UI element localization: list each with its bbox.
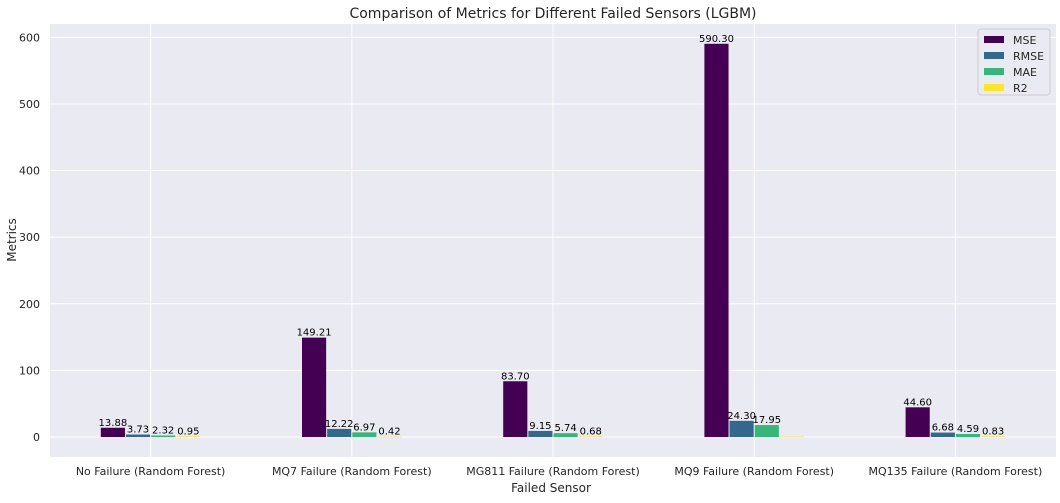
- bar-mse: [302, 337, 327, 438]
- x-axis-label: Failed Sensor: [511, 481, 591, 495]
- bar-value-label: 0.83: [982, 426, 1004, 437]
- bar-value-label: 24.30: [727, 411, 756, 422]
- bar-value-label: 44.60: [903, 397, 932, 408]
- bar-rmse: [327, 428, 352, 438]
- bar-mse: [704, 43, 729, 438]
- bar-mae: [754, 425, 779, 438]
- x-tick-label: MG811 Failure (Random Forest): [466, 465, 640, 478]
- x-tick-label: No Failure (Random Forest): [76, 465, 226, 478]
- bar-mae: [553, 433, 578, 438]
- y-tick-label: 600: [19, 31, 40, 44]
- y-axis-label: Metrics: [5, 218, 19, 262]
- bar-value-label: 5.74: [554, 423, 576, 434]
- bar-mae: [151, 435, 176, 438]
- bar-value-label: 149.21: [297, 328, 332, 339]
- bar-r2: [981, 436, 1006, 438]
- y-tick-label: 400: [19, 165, 40, 178]
- y-tick-label: 200: [19, 298, 40, 311]
- bars: [100, 43, 1006, 438]
- bar-value-label: 0.95: [177, 426, 199, 437]
- legend-swatch-rmse: [984, 52, 1004, 59]
- bar-value-label: 0.42: [378, 427, 400, 438]
- bar-r2: [176, 436, 201, 438]
- x-axis-ticks: No Failure (Random Forest) MQ7 Failure (R…: [76, 465, 1042, 478]
- legend-label-mse: MSE: [1013, 34, 1036, 47]
- bar-mse: [905, 407, 930, 438]
- bar-value-label: 590.30: [699, 34, 734, 45]
- bar-value-label: 3.73: [127, 425, 149, 436]
- bar-value-label: 6.68: [932, 423, 954, 434]
- legend-swatch-r2: [984, 84, 1004, 91]
- grid-lines: [50, 24, 1056, 457]
- legend-label-rmse: RMSE: [1013, 50, 1044, 63]
- bar-r2: [779, 436, 804, 438]
- bar-rmse: [528, 430, 553, 438]
- legend-label-mae: MAE: [1013, 66, 1037, 79]
- bar-value-label: 12.22: [325, 419, 354, 430]
- legend-label-r2: R2: [1013, 82, 1028, 95]
- x-tick-label: MQ7 Failure (Random Forest): [272, 465, 432, 478]
- y-axis-ticks: 0 100 200 300 400 500 600: [19, 31, 40, 444]
- bar-r2: [377, 436, 402, 438]
- y-tick-label: 500: [19, 98, 40, 111]
- bar-value-label: 0.68: [580, 427, 602, 438]
- bar-mae: [955, 433, 981, 438]
- data-labels: 13.88 149.21 83.70 590.30 44.60 3.73 12.22 9.15…: [99, 34, 1005, 438]
- legend: MSE RMSE MAE R2: [977, 28, 1051, 96]
- bar-rmse: [729, 420, 754, 438]
- legend-swatch-mse: [984, 36, 1004, 43]
- bar-value-label: 4.59: [957, 424, 979, 435]
- bar-value-label: 13.88: [99, 418, 128, 429]
- bar-value-label: 83.70: [501, 371, 530, 382]
- bar-mse: [100, 427, 125, 438]
- chart-title: Comparison of Metrics for Different Fail…: [349, 6, 756, 22]
- legend-swatch-mae: [984, 68, 1004, 75]
- bar-value-label: 2.32: [152, 425, 174, 436]
- legend-box: [977, 28, 1051, 96]
- bar-value-label: 17.95: [752, 415, 781, 426]
- bar-value-label: 6.97: [353, 422, 375, 433]
- y-tick-label: 100: [19, 364, 40, 377]
- bar-value-label: 9.15: [529, 421, 551, 432]
- x-tick-label: MQ9 Failure (Random Forest): [674, 465, 834, 478]
- bar-rmse: [125, 434, 151, 438]
- bar-mae: [352, 432, 377, 438]
- y-tick-label: 0: [33, 431, 40, 444]
- bar-r2: [578, 436, 603, 438]
- y-tick-label: 300: [19, 231, 40, 244]
- x-tick-label: MQ135 Failure (Random Forest): [869, 465, 1043, 478]
- bar-rmse: [930, 432, 955, 438]
- bar-mse: [503, 381, 528, 438]
